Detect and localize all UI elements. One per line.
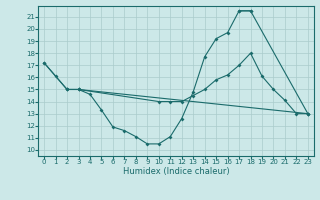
X-axis label: Humidex (Indice chaleur): Humidex (Indice chaleur) [123, 167, 229, 176]
